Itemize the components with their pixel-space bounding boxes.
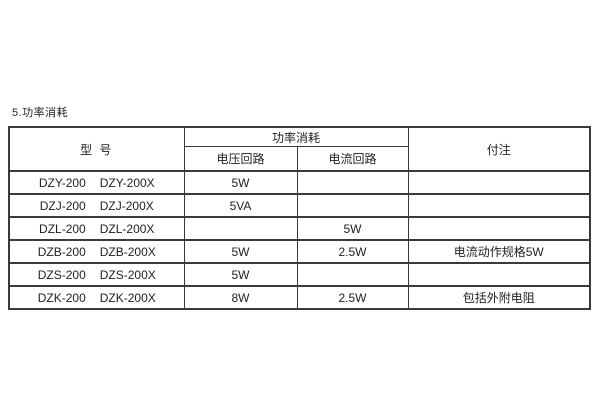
model-cell: DZK-200 DZK-200X bbox=[8, 285, 185, 310]
voltage-circuit-cell: 8W bbox=[183, 285, 298, 310]
voltage-circuit-cell: 5W bbox=[183, 262, 298, 287]
table-row: DZL-200 DZL-200X 5W bbox=[8, 216, 591, 241]
model-name: DZJ-200 bbox=[39, 198, 86, 213]
model-name: DZY-200 bbox=[38, 175, 86, 190]
column-header-model: 型 号 bbox=[8, 126, 185, 172]
current-circuit-cell: 5W bbox=[296, 216, 409, 241]
model-name: DZY-200X bbox=[99, 175, 155, 190]
model-cell: DZB-200 DZB-200X bbox=[8, 239, 185, 264]
voltage-circuit-cell: 5W bbox=[183, 239, 298, 264]
note-cell: 电流动作规格5W bbox=[407, 239, 591, 264]
model-name: DZK-200X bbox=[99, 290, 156, 305]
table-row: DZY-200 DZY-200X 5W bbox=[8, 170, 591, 195]
column-header-power-group: 功率消耗 bbox=[183, 126, 409, 147]
current-circuit-cell bbox=[296, 170, 409, 195]
model-name: DZB-200 bbox=[37, 244, 86, 259]
model-name: DZS-200 bbox=[37, 267, 86, 282]
voltage-circuit-cell: 5VA bbox=[183, 193, 298, 218]
table-row: DZJ-200 DZJ-200X 5VA bbox=[8, 193, 591, 218]
note-cell: 包括外附电阻 bbox=[407, 285, 591, 310]
note-cell bbox=[407, 262, 591, 287]
model-cell: DZS-200 DZS-200X bbox=[8, 262, 185, 287]
voltage-circuit-cell bbox=[183, 216, 298, 241]
current-circuit-cell bbox=[296, 193, 409, 218]
model-name: DZK-200 bbox=[37, 290, 86, 305]
model-name: DZS-200X bbox=[99, 267, 156, 282]
table-row: DZS-200 DZS-200X 5W bbox=[8, 262, 591, 287]
header-row-sub: 电压回路 电流回路 bbox=[9, 146, 590, 172]
section-title: 5.功率消耗 bbox=[12, 107, 69, 119]
current-circuit-cell: 2.5W bbox=[296, 239, 409, 264]
current-circuit-cell bbox=[296, 262, 409, 287]
model-name: DZL-200X bbox=[99, 221, 155, 236]
model-name: DZB-200X bbox=[99, 244, 156, 259]
model-name: DZJ-200X bbox=[99, 198, 154, 213]
table-row: DZB-200 DZB-200X 5W 2.5W 电流动作规格5W bbox=[8, 239, 591, 264]
note-cell bbox=[407, 193, 591, 218]
power-consumption-table: 型 号 功率消耗 付注 电压回路 电流回路 DZY-200 DZY-200X 5… bbox=[8, 126, 592, 310]
column-header-voltage-circuit: 电压回路 bbox=[183, 146, 298, 172]
model-cell: DZJ-200 DZJ-200X bbox=[8, 193, 185, 218]
note-cell bbox=[407, 170, 591, 195]
model-cell: DZY-200 DZY-200X bbox=[8, 170, 185, 195]
voltage-circuit-cell: 5W bbox=[183, 170, 298, 195]
header-row-group: 型 号 功率消耗 付注 bbox=[8, 126, 591, 172]
column-header-current-circuit: 电流回路 bbox=[296, 146, 409, 172]
note-cell bbox=[407, 216, 591, 241]
model-cell: DZL-200 DZL-200X bbox=[8, 216, 185, 241]
column-header-notes: 付注 bbox=[407, 126, 591, 172]
current-circuit-cell: 2.5W bbox=[296, 285, 409, 310]
model-name: DZL-200 bbox=[39, 221, 86, 236]
table-row: DZK-200 DZK-200X 8W 2.5W 包括外附电阻 bbox=[8, 285, 591, 310]
